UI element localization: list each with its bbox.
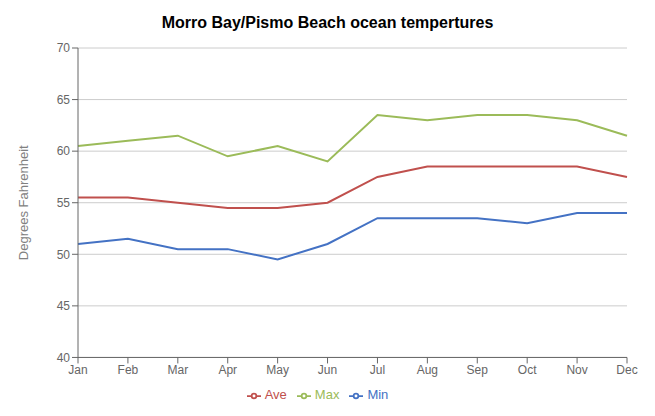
svg-text:Dec: Dec bbox=[616, 363, 637, 377]
svg-text:40: 40 bbox=[57, 351, 71, 365]
svg-text:Oct: Oct bbox=[518, 363, 537, 377]
svg-text:65: 65 bbox=[57, 93, 71, 107]
svg-text:Aug: Aug bbox=[417, 363, 438, 377]
svg-text:Jul: Jul bbox=[370, 363, 385, 377]
svg-text:Nov: Nov bbox=[566, 363, 587, 377]
svg-text:Degrees Fahrenheit: Degrees Fahrenheit bbox=[16, 145, 31, 260]
html-text:Max: Max bbox=[314, 387, 340, 403]
svg-text:Mar: Mar bbox=[167, 363, 188, 377]
svg-text:Jun: Jun bbox=[318, 363, 337, 377]
svg-text:60: 60 bbox=[57, 144, 71, 158]
svg-text:May: May bbox=[266, 363, 289, 377]
svg-text:50: 50 bbox=[57, 248, 71, 262]
svg-text:45: 45 bbox=[57, 299, 71, 313]
svg-text:Feb: Feb bbox=[118, 363, 139, 377]
html-text:Min: Min bbox=[367, 387, 389, 403]
svg-text:70: 70 bbox=[57, 41, 71, 55]
html-text:Ave: Ave bbox=[264, 387, 287, 403]
svg-text:55: 55 bbox=[57, 196, 71, 210]
svg-text:Jan: Jan bbox=[68, 363, 87, 377]
svg-text:Apr: Apr bbox=[218, 363, 237, 377]
html-text:Morro Bay/Pismo Beach ocean te: Morro Bay/Pismo Beach ocean tempertures bbox=[161, 14, 494, 31]
svg-text:Sep: Sep bbox=[467, 363, 489, 377]
